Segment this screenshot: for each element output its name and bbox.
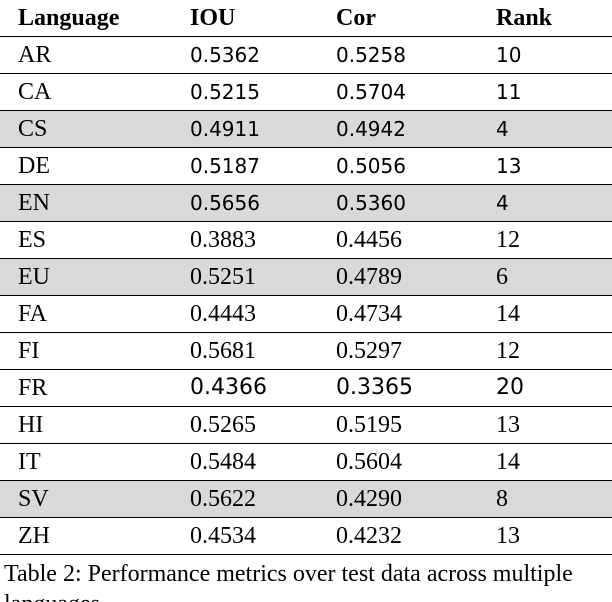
language-cell: ZH (0, 517, 174, 555)
table-row: FI 0.5681 0.5297 12 (0, 332, 612, 370)
value-cell: 0.5258 (320, 36, 480, 74)
header-cell: Language (0, 0, 174, 37)
value-cell: 0.4534 (174, 517, 320, 555)
language-cell: IT (0, 443, 174, 481)
metrics-table: Language IOU Cor Rank AR 0.5362 0.5258 10 CA 0.5… (0, 0, 612, 555)
language-cell: ES (0, 221, 174, 259)
value-cell: 0.5362 (174, 36, 320, 74)
value-cell: 0.5681 (174, 332, 320, 370)
value-cell: 12 (480, 221, 612, 259)
value-cell: 0.5704 (320, 73, 480, 111)
language-cell: FI (0, 332, 174, 370)
language-cell: HI (0, 406, 174, 444)
table-row: HI 0.5265 0.5195 13 (0, 406, 612, 444)
value-cell: 0.5484 (174, 443, 320, 481)
value-cell: 4 (480, 110, 612, 148)
header-cell: Rank (480, 0, 612, 37)
value-cell: 0.3365 (320, 369, 480, 407)
value-cell: 0.4456 (320, 221, 480, 259)
value-cell: 0.4734 (320, 295, 480, 333)
value-cell: 0.5195 (320, 406, 480, 444)
value-cell: 13 (480, 406, 612, 444)
table-row: AR 0.5362 0.5258 10 (0, 36, 612, 74)
table-row: CA 0.5215 0.5704 11 (0, 73, 612, 111)
value-cell: 0.5297 (320, 332, 480, 370)
table-row: EN 0.5656 0.5360 4 (0, 184, 612, 222)
value-cell: 14 (480, 443, 612, 481)
value-cell: 0.5251 (174, 258, 320, 296)
value-cell: 0.3883 (174, 221, 320, 259)
table-row: FA 0.4443 0.4734 14 (0, 295, 612, 333)
header-cell: IOU (174, 0, 320, 37)
value-cell: 0.4789 (320, 258, 480, 296)
language-cell: AR (0, 36, 174, 74)
table-row: DE 0.5187 0.5056 13 (0, 147, 612, 185)
value-cell: 0.4366 (174, 369, 320, 407)
language-cell: FA (0, 295, 174, 333)
value-cell: 20 (480, 369, 612, 407)
value-cell: 0.4290 (320, 480, 480, 518)
language-cell: DE (0, 147, 174, 185)
header-row: Language IOU Cor Rank (0, 0, 612, 37)
value-cell: 0.5056 (320, 147, 480, 185)
table-row: IT 0.5484 0.5604 14 (0, 443, 612, 481)
value-cell: 13 (480, 147, 612, 185)
language-cell: CS (0, 110, 174, 148)
table-row: CS 0.4911 0.4942 4 (0, 110, 612, 148)
value-cell: 0.4942 (320, 110, 480, 148)
value-cell: 0.4911 (174, 110, 320, 148)
value-cell: 11 (480, 73, 612, 111)
value-cell: 0.4443 (174, 295, 320, 333)
value-cell: 6 (480, 258, 612, 296)
table-row: ES 0.3883 0.4456 12 (0, 221, 612, 259)
language-cell: EU (0, 258, 174, 296)
table-row: EU 0.5251 0.4789 6 (0, 258, 612, 296)
table-body: AR 0.5362 0.5258 10 CA 0.5215 0.5704 11 CS 0.4911… (0, 36, 612, 555)
value-cell: 8 (480, 480, 612, 518)
table-row: ZH 0.4534 0.4232 13 (0, 517, 612, 555)
language-cell: CA (0, 73, 174, 111)
language-cell: FR (0, 369, 174, 407)
value-cell: 0.5360 (320, 184, 480, 222)
table-row: FR 0.4366 0.3365 20 (0, 369, 612, 407)
value-cell: 10 (480, 36, 612, 74)
value-cell: 0.5656 (174, 184, 320, 222)
header-cell: Cor (320, 0, 480, 37)
table-row: SV 0.5622 0.4290 8 (0, 480, 612, 518)
caption: Table 2: Performance metrics over test d… (4, 561, 573, 602)
language-cell: SV (0, 480, 174, 518)
language-cell: EN (0, 184, 174, 222)
value-cell: 0.5622 (174, 480, 320, 518)
value-cell: 0.5265 (174, 406, 320, 444)
value-cell: 4 (480, 184, 612, 222)
value-cell: 13 (480, 517, 612, 555)
value-cell: 12 (480, 332, 612, 370)
value-cell: 14 (480, 295, 612, 333)
value-cell: 0.5187 (174, 147, 320, 185)
value-cell: 0.5604 (320, 443, 480, 481)
value-cell: 0.5215 (174, 73, 320, 111)
value-cell: 0.4232 (320, 517, 480, 555)
